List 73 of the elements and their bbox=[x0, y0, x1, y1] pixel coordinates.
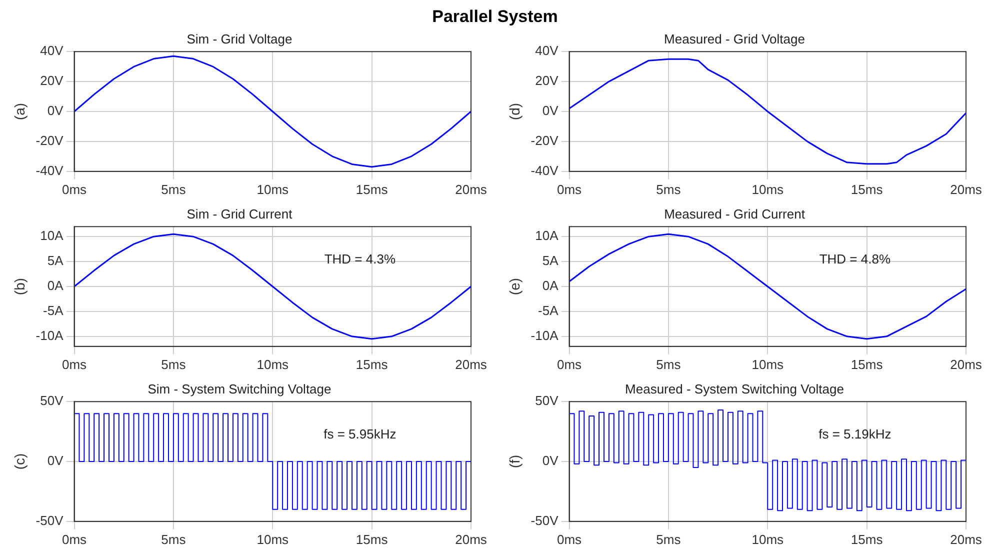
y-tick-label: -20V bbox=[530, 133, 559, 148]
x-tick-label: 10ms bbox=[256, 532, 290, 547]
y-tick-label: -40V bbox=[530, 162, 559, 178]
text: Parallel System bbox=[431, 6, 559, 28]
y-tick-label: -20V bbox=[36, 133, 64, 148]
x-tick-label: 20ms bbox=[455, 182, 488, 197]
y-tick-label: -50V bbox=[530, 512, 559, 528]
y-tick-label: 0A bbox=[47, 278, 64, 294]
x-tick-label: 5ms bbox=[656, 356, 682, 372]
x-tick-label: 15ms bbox=[356, 356, 388, 372]
x-tick-label: 0ms bbox=[556, 532, 582, 547]
x-tick-label: 0ms bbox=[556, 182, 582, 197]
x-tick-label: 0ms bbox=[62, 182, 88, 197]
y-axis-title: (d) bbox=[506, 102, 522, 120]
annotation: THD = 4.8% bbox=[819, 252, 891, 267]
y-axis-title: (f) bbox=[506, 454, 522, 468]
y-tick-label: -10A bbox=[530, 328, 559, 343]
x-tick-label: 15ms bbox=[356, 532, 388, 547]
x-tick-label: 0ms bbox=[62, 356, 88, 372]
y-tick-label: 40V bbox=[40, 43, 64, 58]
y-tick-label: 20V bbox=[535, 73, 559, 88]
x-tick-label: 20ms bbox=[455, 356, 488, 372]
x-tick-label: 10ms bbox=[752, 532, 784, 547]
chart-title: Measured - System Switching Voltage bbox=[625, 381, 844, 396]
x-tick-label: 15ms bbox=[850, 356, 884, 372]
y-tick-label: 0V bbox=[47, 453, 64, 468]
y-tick-label: 50V bbox=[535, 393, 559, 408]
x-tick-label: 15ms bbox=[850, 182, 884, 197]
y-tick-label: -50V bbox=[36, 512, 64, 528]
x-tick-label: 15ms bbox=[850, 532, 884, 547]
x-tick-label: 0ms bbox=[556, 356, 582, 372]
y-tick-label: 5A bbox=[542, 253, 559, 268]
chart-title: Measured - Grid Current bbox=[664, 206, 806, 222]
chart-title: Sim - Grid Voltage bbox=[186, 31, 292, 46]
y-tick-label: 50V bbox=[40, 393, 64, 408]
y-tick-label: 10A bbox=[535, 228, 559, 244]
x-tick-label: 5ms bbox=[161, 182, 186, 197]
x-tick-label: 10ms bbox=[752, 182, 784, 197]
y-tick-label: 0V bbox=[542, 453, 559, 468]
y-tick-label: -10A bbox=[36, 328, 64, 343]
chart-title: Measured - Grid Voltage bbox=[664, 31, 805, 46]
y-tick-label: 5A bbox=[47, 253, 64, 268]
y-tick-label: -5A bbox=[538, 303, 559, 318]
y-axis-title: (b) bbox=[11, 278, 28, 296]
annotation: fs = 5.19kHz bbox=[818, 426, 892, 442]
x-tick-label: 5ms bbox=[656, 532, 682, 547]
y-tick-label: 40V bbox=[535, 43, 559, 58]
x-tick-label: 10ms bbox=[256, 356, 290, 372]
x-tick-label: 5ms bbox=[161, 356, 186, 372]
x-tick-label: 20ms bbox=[950, 532, 982, 547]
y-tick-label: -5A bbox=[43, 303, 64, 318]
y-tick-label: 20V bbox=[40, 73, 64, 88]
x-tick-label: 5ms bbox=[656, 182, 682, 197]
y-tick-label: 0V bbox=[47, 103, 64, 118]
y-tick-label: 0V bbox=[542, 103, 559, 118]
x-tick-label: 5ms bbox=[161, 532, 186, 547]
x-tick-label: 15ms bbox=[356, 182, 388, 197]
y-tick-label: -40V bbox=[36, 162, 64, 178]
x-tick-label: 10ms bbox=[256, 182, 290, 197]
annotation: THD = 4.3% bbox=[324, 252, 396, 267]
chart-title: Sim - System Switching Voltage bbox=[148, 381, 332, 396]
x-tick-label: 20ms bbox=[950, 182, 982, 197]
y-axis-title: (e) bbox=[506, 278, 522, 296]
x-tick-label: 20ms bbox=[455, 532, 488, 547]
y-tick-label: 0A bbox=[542, 278, 559, 294]
y-tick-label: 10A bbox=[40, 228, 64, 244]
x-tick-label: 0ms bbox=[62, 532, 88, 547]
y-axis-title: (c) bbox=[11, 453, 28, 470]
y-axis-title: (a) bbox=[11, 102, 28, 120]
chart-title: Sim - Grid Current bbox=[186, 206, 293, 222]
x-tick-label: 10ms bbox=[752, 356, 784, 372]
x-tick-label: 20ms bbox=[950, 356, 982, 372]
annotation: fs = 5.95kHz bbox=[324, 426, 396, 442]
